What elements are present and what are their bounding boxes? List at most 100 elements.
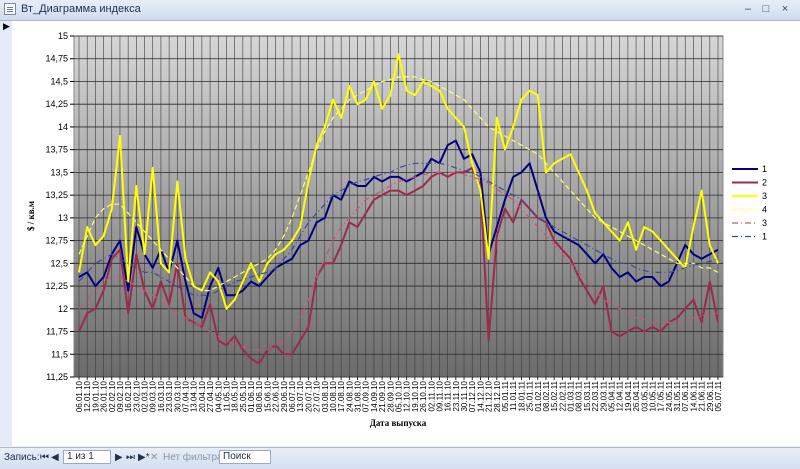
x-tick-label: 06.01.10	[75, 380, 84, 412]
x-tick-label: 01.02.11	[534, 380, 543, 411]
search-input[interactable]: Поиск	[219, 450, 271, 464]
x-tick-label: 10.05.11	[648, 380, 657, 411]
y-tick-label: 14,25	[45, 99, 68, 109]
x-tick-label: 20.07.10	[304, 380, 313, 412]
x-tick-label: 14.06.11	[689, 380, 698, 411]
x-tick-label: 09.03.10	[149, 380, 158, 412]
series-line	[78, 53, 719, 310]
x-tick-label: 05.07.11	[714, 380, 723, 411]
x-tick-label: 10.08.10	[329, 380, 338, 412]
record-position-field[interactable]: 1 из 1	[63, 450, 111, 464]
x-tick-label: 24.05.11	[665, 380, 674, 411]
y-tick-label: 14	[58, 122, 68, 132]
series-line	[78, 171, 718, 351]
x-tick-label: 15.03.11	[583, 380, 592, 411]
x-tick-label: 26.10.10	[419, 380, 428, 412]
legend-label: 1	[762, 164, 767, 174]
legend-label: 1	[762, 232, 767, 242]
x-tick-label: 31.05.11	[673, 380, 682, 411]
y-tick-label: 11,75	[46, 327, 68, 337]
x-tick-label: 26.01.10	[100, 380, 109, 412]
x-tick-label: 06.07.10	[288, 380, 297, 412]
legend-label: 2	[762, 178, 767, 188]
x-tick-label: 02.03.10	[141, 380, 150, 412]
series-line	[78, 162, 719, 296]
x-tick-label: 25.01.11	[526, 380, 535, 411]
x-tick-label: 21.06.11	[698, 380, 707, 411]
x-tick-label: 07.04.10	[182, 380, 191, 412]
maximize-button[interactable]: □	[762, 3, 770, 15]
x-tick-label: 03.05.11	[640, 380, 649, 411]
new-record-button[interactable]: ▶*	[138, 452, 150, 463]
x-tick-label: 08.02.11	[542, 380, 551, 411]
y-tick-label: 13,25	[45, 190, 68, 200]
x-tick-label: 13.07.10	[296, 380, 305, 412]
x-axis-title: Дата выпуска	[370, 418, 427, 428]
y-axis-title: $ / кв.м	[26, 201, 36, 231]
x-tick-label: 08.03.11	[575, 380, 584, 411]
close-button[interactable]: ×	[781, 3, 789, 15]
x-tick-label: 05.10.10	[395, 380, 404, 412]
x-tick-label: 25.05.10	[239, 380, 248, 412]
legend-label: 4	[762, 205, 767, 215]
x-tick-label: 11.01.11	[509, 380, 518, 411]
minimize-button[interactable]: ‒	[744, 3, 752, 15]
x-tick-label: 09.02.10	[116, 380, 125, 412]
x-tick-label: 07.09.10	[362, 380, 371, 412]
y-axis-ticks: 11,25 11,5 11,75 12 12,25 12,5 12,75 13 13,25 13,…	[45, 31, 74, 382]
x-tick-label: 19.01.10	[91, 380, 100, 412]
title-bar: Вт_Диаграмма индекса ‒ □ ×	[0, 0, 800, 21]
y-tick-label: 13	[58, 213, 68, 223]
x-tick-label: 29.03.11	[599, 380, 608, 411]
x-tick-label: 08.06.10	[255, 380, 264, 412]
x-tick-label: 16.11.10	[444, 380, 453, 411]
x-axis-ticks: 06.01.10 12.01.10 19.01.10 26.01.10 02.02.10…	[75, 377, 723, 412]
x-tick-label: 30.11.10	[460, 380, 469, 411]
x-tick-label: 14.12.10	[476, 380, 485, 412]
series-layer	[78, 53, 719, 365]
y-tick-label: 12,5	[50, 258, 68, 268]
y-tick-label: 12,25	[45, 281, 68, 291]
x-tick-label: 27.04.10	[206, 380, 215, 412]
index-chart: 11,2511,511,751212,2512,512,751313,2513,…	[26, 31, 767, 428]
y-tick-label: 12	[58, 304, 68, 314]
x-tick-label: 24.08.10	[345, 380, 354, 412]
x-tick-label: 26.04.11	[632, 380, 641, 411]
x-tick-label: 07.06.11	[681, 380, 690, 411]
y-tick-label: 11,5	[51, 349, 68, 359]
chart-area: 11,25 11,5 11,75 12 12,25 12,5 12,75 13 13,25 13,…	[12, 21, 800, 446]
x-tick-label: 01.03.11	[567, 380, 576, 411]
last-record-button[interactable]: ⏭	[126, 452, 135, 463]
x-tick-label: 22.02.11	[558, 380, 567, 411]
legend-label: 3	[762, 191, 767, 201]
x-tick-label: 17.05.11	[657, 380, 666, 411]
x-tick-label: 23.11.10	[452, 380, 461, 411]
x-tick-label: 12.01.10	[83, 380, 92, 412]
first-record-button[interactable]: ⏮	[40, 452, 49, 463]
x-tick-label: 11.05.10	[222, 380, 231, 411]
x-tick-label: 30.03.10	[173, 380, 182, 412]
x-tick-label: 14.09.10	[370, 380, 379, 412]
x-tick-label: 03.08.10	[321, 380, 330, 412]
y-tick-label: 12,75	[45, 236, 68, 246]
x-tick-label: 19.04.11	[624, 380, 633, 411]
x-tick-label: 28.12.10	[493, 380, 502, 412]
x-tick-label: 29.06.10	[280, 380, 289, 412]
next-record-button[interactable]: ▶	[115, 452, 123, 463]
legend-label: 3	[762, 218, 767, 228]
previous-record-button[interactable]: ◀	[51, 452, 59, 463]
x-tick-label: 21.12.10	[485, 380, 494, 412]
x-tick-label: 31.08.10	[354, 380, 363, 412]
report-icon	[4, 3, 16, 15]
x-tick-label: 28.09.10	[386, 380, 395, 412]
navigation-bar: Запись: ⏮ ◀ 1 из 1 ▶ ⏭ ▶* ✕ Нет фильтра …	[0, 447, 800, 469]
y-tick-label: 15	[58, 31, 68, 41]
x-tick-label: 23.03.10	[165, 380, 174, 412]
series-line	[78, 76, 719, 292]
record-selector-arrow-icon[interactable]: ▶	[3, 21, 10, 31]
y-tick-label: 13,5	[50, 167, 68, 177]
filter-toggle[interactable]: Нет фильтра	[163, 452, 223, 463]
x-tick-label: 22.03.11	[591, 380, 600, 411]
x-tick-label: 12.10.10	[403, 380, 412, 412]
x-tick-label: 12.04.11	[616, 380, 625, 411]
